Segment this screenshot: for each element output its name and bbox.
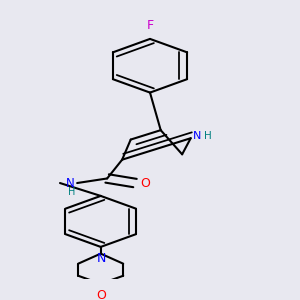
Text: F: F [146, 19, 154, 32]
Text: H: H [68, 187, 75, 197]
Text: N: N [97, 252, 106, 265]
Text: N: N [193, 131, 201, 141]
Text: O: O [96, 289, 106, 300]
Text: N: N [66, 176, 75, 190]
Text: O: O [140, 176, 150, 190]
Text: H: H [204, 131, 211, 141]
